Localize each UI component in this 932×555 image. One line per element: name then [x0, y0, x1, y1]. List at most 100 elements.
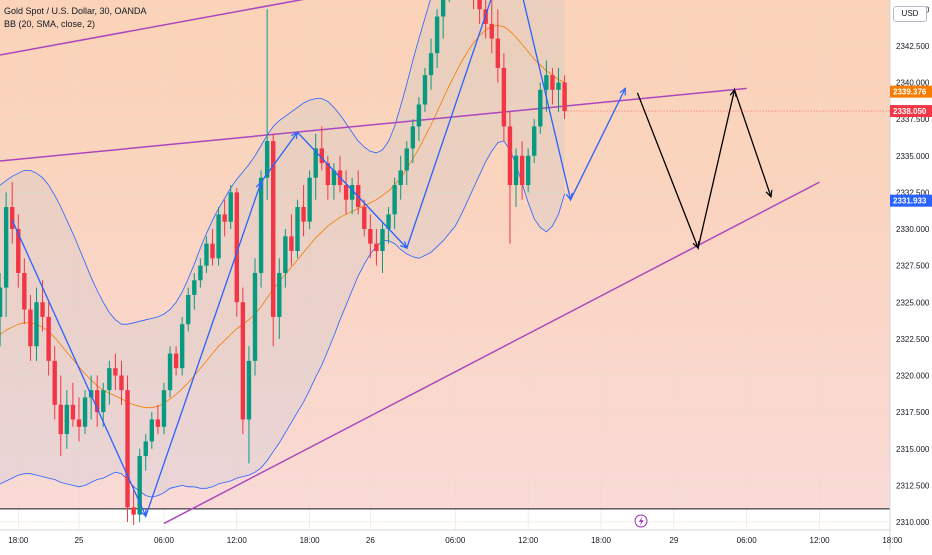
y-tick-label: 2320.000: [896, 372, 930, 381]
price-label-text: 2338.050: [893, 107, 927, 116]
candle: [422, 67, 428, 112]
candle: [501, 53, 507, 142]
x-tick-label: 06:00: [737, 536, 758, 545]
candle: [16, 214, 21, 288]
candle-body: [362, 207, 367, 229]
currency-button[interactable]: USD: [893, 6, 927, 22]
candle-body: [246, 360, 252, 420]
candle-body: [131, 507, 136, 515]
candle: [94, 375, 100, 427]
candle: [161, 382, 167, 435]
candle: [556, 67, 561, 112]
candle: [113, 353, 118, 391]
candle: [404, 141, 409, 186]
candle: [119, 360, 124, 405]
candle-body: [167, 353, 173, 391]
candle-body: [374, 243, 379, 251]
x-tick-label: 18:00: [591, 536, 612, 545]
indicator-legend[interactable]: BB (20, SMA, close, 2): [4, 19, 96, 29]
candle: [489, 0, 494, 54]
price-label: 2338.050: [890, 105, 932, 118]
candle-body: [295, 207, 300, 251]
candle-body: [240, 302, 246, 420]
candle-body: [149, 419, 155, 442]
y-tick-label: 2310.000: [896, 518, 930, 527]
candle-body: [343, 185, 349, 200]
candle: [538, 82, 543, 134]
candle-body: [562, 82, 567, 112]
candle: [192, 272, 197, 310]
candle: [319, 126, 324, 171]
candle-body: [264, 141, 270, 178]
candle-body: [271, 141, 276, 317]
candle-body: [40, 302, 45, 317]
candle-body: [325, 163, 331, 186]
candle-body: [349, 185, 355, 200]
candle-body: [28, 309, 33, 347]
arrow-head: [399, 241, 408, 249]
price-label: 2339.376: [890, 85, 932, 98]
x-tick-label: 18:00: [882, 536, 903, 545]
candle-body: [422, 75, 428, 105]
candle-body: [380, 229, 385, 251]
candle-body: [307, 177, 312, 222]
candle-body: [58, 404, 63, 435]
arrow-head: [729, 88, 737, 97]
candle: [392, 177, 397, 229]
candle: [64, 390, 70, 449]
candle-body: [525, 155, 531, 186]
candle-body: [94, 390, 100, 413]
y-tick-label: 2327.500: [896, 262, 930, 271]
candle: [513, 148, 519, 208]
arrow-head: [565, 192, 573, 202]
candle-body: [550, 75, 555, 90]
trendline-upper-channel: [0, 0, 305, 56]
x-tick-label: 18:00: [300, 536, 321, 545]
lightning-icon[interactable]: [634, 514, 648, 528]
candle: [52, 346, 57, 420]
candle-body: [489, 23, 494, 39]
candle-body: [125, 390, 130, 508]
candle-body: [556, 82, 561, 90]
arrow-head: [140, 509, 147, 518]
candle: [428, 38, 434, 90]
candle-body: [143, 441, 148, 457]
arrow-head: [692, 241, 700, 250]
candle: [507, 111, 513, 244]
candle: [155, 404, 161, 435]
price-label-box: [890, 105, 932, 118]
x-tick-label: 06:00: [445, 536, 466, 545]
candle-body: [404, 148, 409, 171]
price-label-box: [890, 85, 932, 98]
candle: [374, 229, 379, 266]
candle: [331, 163, 337, 200]
candle-body: [76, 419, 82, 427]
candle-body: [368, 229, 373, 244]
candle-body: [252, 272, 258, 361]
candle-body: [64, 404, 70, 435]
candle: [380, 221, 385, 273]
symbol-title[interactable]: Gold Spot / U.S. Dollar, 30, OANDA: [4, 6, 147, 16]
candle: [3, 192, 9, 317]
y-tick-label: 2340.000: [896, 79, 930, 88]
candle-body: [179, 324, 185, 369]
candle: [101, 382, 106, 427]
price-label-text: 2339.376: [893, 88, 927, 97]
candle: [386, 207, 391, 244]
candle: [477, 0, 482, 24]
candle: [82, 390, 88, 435]
candle-body: [52, 360, 57, 405]
candle-body: [477, 0, 482, 10]
candle-body: [289, 236, 294, 251]
candle-body: [16, 229, 21, 273]
candle: [301, 185, 306, 237]
candle: [198, 258, 203, 288]
candle: [216, 207, 221, 266]
candle: [410, 119, 416, 164]
candle-body: [3, 207, 9, 288]
candle: [107, 360, 112, 405]
candle: [295, 199, 300, 259]
candle: [149, 412, 155, 449]
